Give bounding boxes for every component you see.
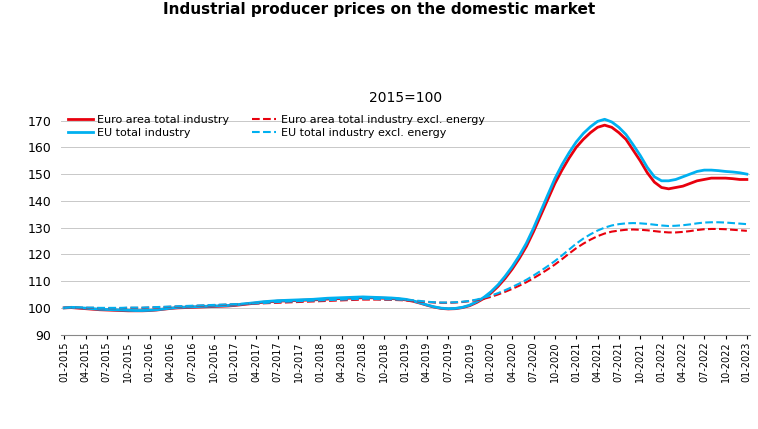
EU total industry excl. energy xyxy=(81,305,90,310)
Euro area total industry excl. energy xyxy=(96,305,105,311)
EU total industry xyxy=(458,305,467,310)
Legend: Euro area total industry, EU total industry, Euro area total industry excl. ener: Euro area total industry, EU total indus… xyxy=(66,113,487,141)
Euro area total industry excl. energy xyxy=(458,299,467,305)
EU total industry excl. energy xyxy=(401,297,410,302)
Line: Euro area total industry: Euro area total industry xyxy=(64,125,747,311)
Euro area total industry xyxy=(124,308,133,314)
Line: EU total industry: EU total industry xyxy=(64,119,747,311)
EU total industry xyxy=(60,305,69,311)
Euro area total industry xyxy=(593,125,602,130)
Euro area total industry xyxy=(109,308,118,313)
Euro area total industry excl. energy xyxy=(742,228,751,233)
EU total industry excl. energy xyxy=(706,220,716,225)
Line: Euro area total industry excl. energy: Euro area total industry excl. energy xyxy=(64,229,747,308)
EU total industry xyxy=(742,172,751,177)
EU total industry excl. energy xyxy=(109,305,118,311)
EU total industry xyxy=(81,305,90,311)
Euro area total industry xyxy=(81,306,90,311)
Euro area total industry xyxy=(600,123,609,128)
EU total industry xyxy=(109,307,118,312)
EU total industry excl. energy xyxy=(451,300,460,305)
EU total industry xyxy=(131,308,140,313)
Euro area total industry excl. energy xyxy=(60,305,69,311)
Line: EU total industry excl. energy: EU total industry excl. energy xyxy=(64,222,747,308)
Euro area total industry excl. energy xyxy=(117,305,126,311)
EU total industry xyxy=(245,301,254,306)
Euro area total industry xyxy=(408,299,417,304)
EU total industry xyxy=(408,298,417,303)
Euro area total industry excl. energy xyxy=(81,305,90,311)
Euro area total industry xyxy=(245,301,254,306)
Euro area total industry xyxy=(60,305,69,311)
Euro area total industry xyxy=(458,305,467,310)
Euro area total industry excl. energy xyxy=(408,298,417,303)
EU total industry excl. energy xyxy=(237,301,246,306)
Title: 2015=100: 2015=100 xyxy=(369,91,442,105)
EU total industry excl. energy xyxy=(742,221,751,227)
EU total industry excl. energy xyxy=(60,305,69,311)
Euro area total industry xyxy=(742,177,751,182)
Euro area total industry excl. energy xyxy=(706,227,716,232)
Text: Industrial producer prices on the domestic market: Industrial producer prices on the domest… xyxy=(163,2,595,17)
EU total industry xyxy=(593,119,602,124)
Euro area total industry excl. energy xyxy=(245,301,254,306)
EU total industry xyxy=(600,117,609,122)
Euro area total industry excl. energy xyxy=(593,234,602,239)
EU total industry excl. energy xyxy=(586,232,595,237)
